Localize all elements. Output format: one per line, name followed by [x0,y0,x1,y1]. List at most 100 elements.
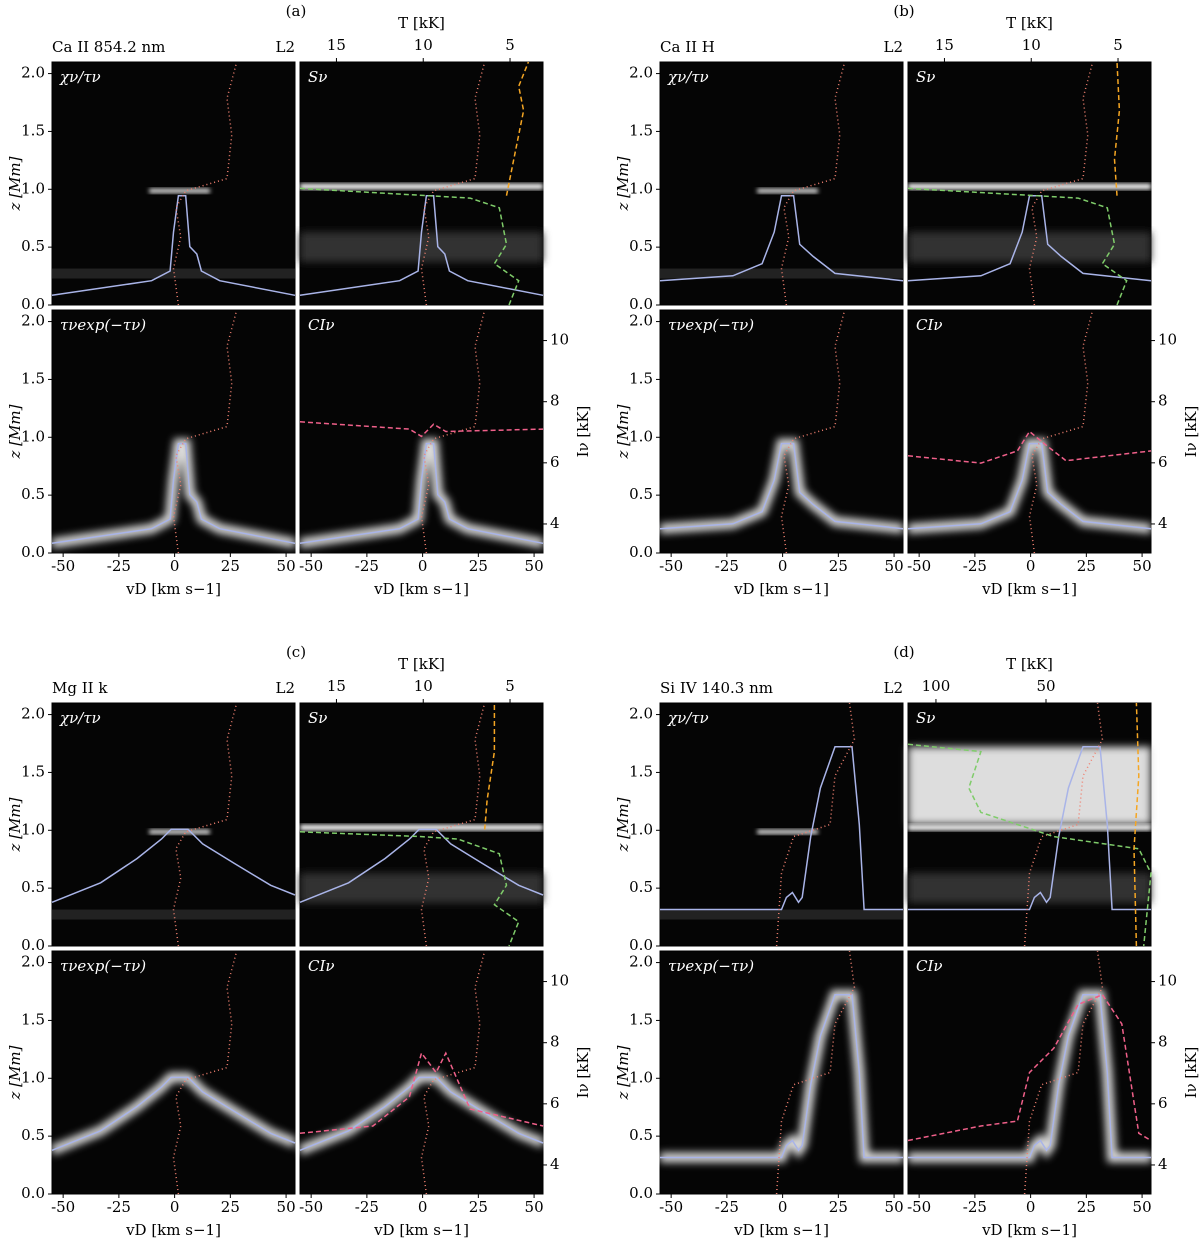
z-tick-label: 1.0 [21,179,45,197]
v-tick-label: -50 [299,557,323,575]
i-axis-label: Iν [kK] [1182,406,1200,458]
v-tick-label: 0 [1026,557,1036,575]
curve-intensity [907,430,1152,464]
v-tick-label: -25 [963,1198,987,1216]
bright-band [149,188,210,194]
heatmap-features [300,824,543,904]
curve-blue [299,194,544,297]
z-tick-label: 1.0 [21,820,45,838]
v-tick-label: -25 [355,557,379,575]
subpanel-label: Sν [308,709,327,727]
t-tick-label: 50 [1036,677,1055,695]
band [52,268,295,279]
v-tick-label: 25 [829,1198,848,1216]
group-label: (d) [893,643,914,661]
group-tag: L2 [883,679,903,697]
curve-blue [660,993,903,1159]
v-tick-label: 25 [1077,557,1096,575]
v-tick-label: 0 [170,557,180,575]
z-tick-label: 0.0 [21,936,45,954]
v-tick-label: -50 [907,557,931,575]
v-tick-label: 50 [1133,557,1152,575]
z-tick-label: 0.0 [629,936,653,954]
subpanel-label: Sν [916,68,935,86]
group-tag: L2 [275,679,295,697]
group-title: Ca II H [660,38,715,56]
band [52,909,295,920]
z-tick-label: 2.0 [21,953,45,971]
t-tick-label: 5 [1113,36,1123,54]
bright-region [908,746,1151,825]
group-tag: L2 [275,38,295,56]
z-axis-label: z [Mm] [614,404,632,459]
z-tick-label: 0.5 [21,485,45,503]
v-tick-label: -50 [907,1198,931,1216]
heatmap-features [52,829,295,920]
subpanel-label: Sν [916,709,935,727]
z-tick-label: 1.5 [629,369,653,387]
z-tick-label: 2.0 [629,312,653,330]
t-axis-label: T [kK] [1006,655,1053,673]
t-tick-label: 15 [327,36,346,54]
i-tick-label: 4 [1158,514,1168,532]
v-tick-label: -25 [715,1198,739,1216]
z-tick-label: 0.5 [21,878,45,896]
bright-band [300,183,543,190]
subpanel-label: Sν [308,68,327,86]
v-axis-label: vD [km s−1] [373,580,469,598]
heatmap [907,309,1152,554]
z-tick-label: 2.0 [629,64,653,82]
curve-blue [51,194,296,297]
curve-blue [299,828,544,903]
v-tick-label: 25 [469,1198,488,1216]
subpanel-label: χν/τν [667,709,709,727]
group-title: Ca II 854.2 nm [52,38,165,56]
subpanel-label: χν/τν [59,68,101,86]
subpanel-label: τνexp(−τν) [668,957,754,975]
z-tick-label: 0.0 [629,1184,653,1202]
z-axis-label: z [Mm] [614,1045,632,1100]
v-tick-label: 50 [277,1198,296,1216]
group-label: (a) [286,2,307,20]
v-tick-label: 50 [277,557,296,575]
v-tick-label: -25 [107,557,131,575]
z-tick-label: 1.0 [629,179,653,197]
subpanel-label: CIν [308,316,335,334]
band [300,873,543,904]
z-tick-label: 1.5 [21,369,45,387]
i-axis-label: Iν [kK] [1182,1047,1200,1099]
z-tick-label: 2.0 [21,705,45,723]
i-tick-label: 10 [550,331,569,349]
subpanel-label: χν/τν [59,709,101,727]
curve-blue [908,993,1151,1159]
band [660,909,903,920]
v-tick-label: 0 [170,1198,180,1216]
v-tick-label: -25 [355,1198,379,1216]
t-axis-label: T [kK] [398,655,445,673]
z-tick-label: 1.0 [629,427,653,445]
t-tick-label: 10 [1022,36,1041,54]
curve-intensity [299,1051,544,1135]
i-tick-label: 8 [550,392,560,410]
heatmap [659,61,904,306]
heatmap [51,61,296,306]
v-tick-label: 50 [885,557,904,575]
v-tick-label: 25 [1077,1198,1096,1216]
curve-blue [659,442,904,530]
z-tick-label: 0.5 [21,1126,45,1144]
z-axis-label: z [Mm] [6,1045,24,1100]
z-tick-label: 1.0 [629,820,653,838]
bright-band [300,824,543,831]
heatmap-features [660,188,903,279]
v-axis-label: vD [km s−1] [733,1221,829,1239]
curve-temperature [775,950,856,1195]
v-axis-label: vD [km s−1] [733,580,829,598]
i-tick-label: 8 [1158,392,1168,410]
z-tick-label: 0.5 [21,237,45,255]
heatmap-features [52,188,295,279]
v-tick-label: -50 [659,557,683,575]
z-tick-label: 1.5 [629,1010,653,1028]
v-tick-label: 0 [1026,1198,1036,1216]
heatmap-features [660,829,903,920]
t-tick-label: 100 [922,677,951,695]
